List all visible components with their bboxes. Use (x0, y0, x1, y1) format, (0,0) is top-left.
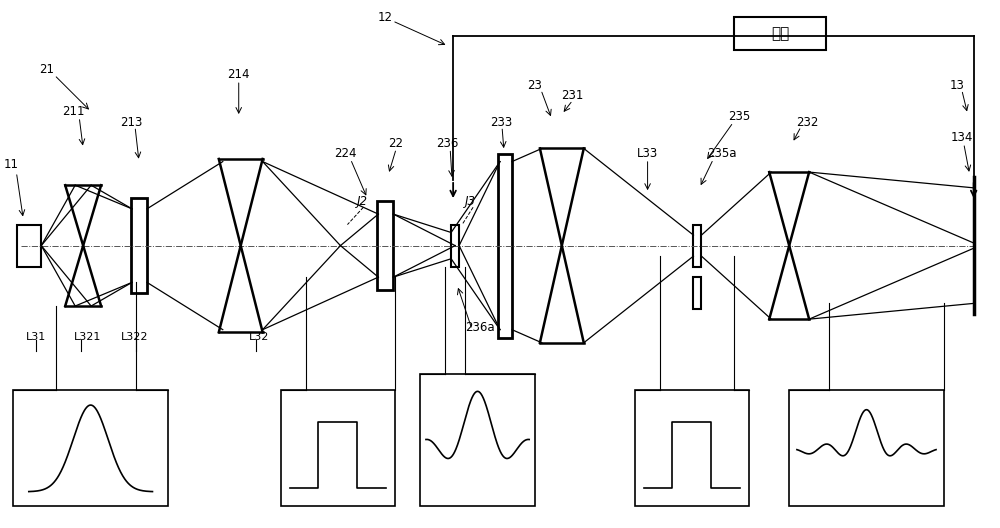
Bar (281, 390, 395, 506)
Text: 232: 232 (796, 116, 818, 129)
Text: 12: 12 (378, 11, 393, 24)
Text: 236: 236 (436, 137, 458, 150)
Text: 134: 134 (951, 131, 973, 145)
Text: 共轭: 共轭 (771, 26, 789, 41)
Text: L322: L322 (121, 332, 149, 342)
Bar (498, 154, 512, 337)
Text: 235: 235 (728, 110, 750, 124)
Text: 214: 214 (227, 69, 250, 81)
Text: 13: 13 (949, 79, 964, 92)
Bar (734, 17, 826, 50)
Text: 11: 11 (4, 158, 19, 171)
Text: 233: 233 (490, 116, 512, 129)
Text: 211: 211 (62, 105, 84, 118)
Bar (451, 224, 459, 267)
Bar (635, 390, 749, 506)
Text: L31: L31 (26, 332, 47, 342)
Text: J3: J3 (465, 195, 476, 208)
Bar (693, 277, 701, 309)
Bar (789, 390, 944, 506)
Bar (377, 201, 393, 290)
Bar (17, 224, 41, 267)
Text: L33: L33 (637, 147, 658, 160)
Bar (420, 374, 535, 506)
Text: L32: L32 (249, 332, 269, 342)
Text: 235a: 235a (707, 147, 736, 160)
Text: L321: L321 (74, 332, 102, 342)
Text: 22: 22 (388, 137, 403, 150)
Text: 23: 23 (527, 79, 542, 92)
Text: 224: 224 (334, 147, 357, 160)
Text: 236a: 236a (465, 320, 495, 334)
Bar (693, 224, 701, 267)
Text: 231: 231 (562, 89, 584, 102)
Bar (131, 199, 147, 293)
Text: J2: J2 (357, 195, 368, 208)
Bar (13, 390, 168, 506)
Text: 213: 213 (120, 116, 142, 129)
Text: 21: 21 (39, 63, 54, 76)
